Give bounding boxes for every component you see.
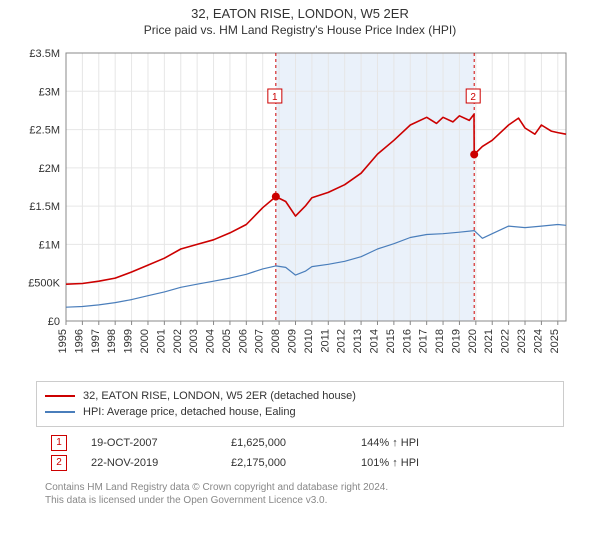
svg-text:£500K: £500K	[28, 278, 60, 290]
svg-text:2: 2	[470, 92, 476, 103]
footer: Contains HM Land Registry data © Crown c…	[45, 481, 555, 507]
svg-text:2013: 2013	[352, 329, 364, 353]
svg-text:2010: 2010	[303, 329, 315, 353]
svg-text:2002: 2002	[172, 329, 184, 353]
svg-text:2003: 2003	[188, 329, 200, 353]
svg-text:2025: 2025	[549, 329, 561, 353]
title-line2: Price paid vs. HM Land Registry's House …	[0, 23, 600, 37]
sale-price-2: £2,175,000	[231, 457, 361, 469]
sales-table: 1 19-OCT-2007 £1,625,000 144% ↑ HPI 2 22…	[45, 433, 555, 473]
svg-text:2008: 2008	[270, 329, 282, 353]
svg-text:2009: 2009	[287, 329, 299, 353]
title-line1: 32, EATON RISE, LONDON, W5 2ER	[0, 6, 600, 21]
svg-text:£2.5M: £2.5M	[29, 125, 60, 137]
sale-row-2: 2 22-NOV-2019 £2,175,000 101% ↑ HPI	[45, 453, 555, 473]
svg-text:2004: 2004	[205, 329, 217, 353]
svg-text:2017: 2017	[418, 329, 430, 353]
svg-text:£3.5M: £3.5M	[29, 48, 60, 60]
svg-text:£3M: £3M	[39, 86, 60, 98]
svg-text:2023: 2023	[516, 329, 528, 353]
legend-label-price: 32, EATON RISE, LONDON, W5 2ER (detached…	[83, 388, 356, 404]
sale-delta-1: 144% ↑ HPI	[361, 437, 481, 449]
chart-title-block: 32, EATON RISE, LONDON, W5 2ER Price pai…	[0, 0, 600, 37]
sale-marker-1: 1	[51, 435, 67, 451]
svg-text:2011: 2011	[319, 329, 331, 353]
sale-date-2: 22-NOV-2019	[91, 457, 231, 469]
sale-date-1: 19-OCT-2007	[91, 437, 231, 449]
svg-text:£2M: £2M	[39, 163, 60, 175]
svg-text:1996: 1996	[73, 329, 85, 353]
chart-container: £0 £500K £1M £1.5M £2M £2.5M £3M £3.5M 1995 1996 1…	[20, 45, 580, 375]
footer-line1: Contains HM Land Registry data © Crown c…	[45, 481, 555, 494]
legend-swatch-hpi	[45, 411, 75, 413]
svg-text:1: 1	[272, 92, 278, 103]
legend-swatch-price	[45, 395, 75, 397]
sale-price-1: £1,625,000	[231, 437, 361, 449]
svg-text:2019: 2019	[450, 329, 462, 353]
svg-text:1995: 1995	[57, 329, 69, 353]
svg-text:2021: 2021	[483, 329, 495, 353]
svg-text:2000: 2000	[139, 329, 151, 353]
svg-text:1998: 1998	[106, 329, 118, 353]
svg-text:2014: 2014	[368, 329, 380, 353]
svg-text:2024: 2024	[532, 329, 544, 353]
legend: 32, EATON RISE, LONDON, W5 2ER (detached…	[36, 381, 564, 427]
svg-text:£1M: £1M	[39, 239, 60, 251]
price-chart: £0 £500K £1M £1.5M £2M £2.5M £3M £3.5M 1995 1996 1…	[20, 45, 580, 375]
legend-item-hpi: HPI: Average price, detached house, Eali…	[45, 404, 555, 420]
sale-row-1: 1 19-OCT-2007 £1,625,000 144% ↑ HPI	[45, 433, 555, 453]
sale-delta-2: 101% ↑ HPI	[361, 457, 481, 469]
svg-text:2018: 2018	[434, 329, 446, 353]
svg-text:2022: 2022	[500, 329, 512, 353]
svg-text:2005: 2005	[221, 329, 233, 353]
svg-text:2015: 2015	[385, 329, 397, 353]
legend-item-price: 32, EATON RISE, LONDON, W5 2ER (detached…	[45, 388, 555, 404]
svg-text:2020: 2020	[467, 329, 479, 353]
svg-text:2012: 2012	[336, 329, 348, 353]
svg-text:1997: 1997	[90, 329, 102, 353]
svg-text:£1.5M: £1.5M	[29, 201, 60, 213]
footer-line2: This data is licensed under the Open Gov…	[45, 494, 555, 507]
svg-text:£0: £0	[48, 316, 60, 328]
svg-text:2001: 2001	[155, 329, 167, 353]
legend-label-hpi: HPI: Average price, detached house, Eali…	[83, 404, 296, 420]
svg-text:2016: 2016	[401, 329, 413, 353]
svg-text:2007: 2007	[254, 329, 266, 353]
sale-marker-2: 2	[51, 455, 67, 471]
svg-text:2006: 2006	[237, 329, 249, 353]
svg-text:1999: 1999	[123, 329, 135, 353]
